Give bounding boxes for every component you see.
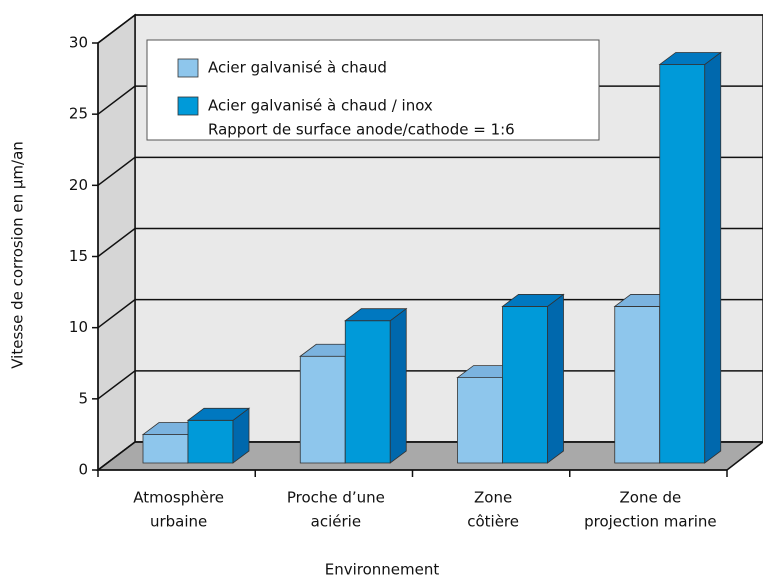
- bar-top: [344, 308, 408, 322]
- bar-front: [344, 320, 391, 464]
- y-tick-label: 30: [69, 34, 88, 52]
- legend-label: Acier galvanisé à chaud: [208, 59, 387, 77]
- y-axis-label: Vitesse de corrosion en µm/an: [9, 141, 27, 369]
- bar: [186, 407, 251, 464]
- grid-line: [97, 156, 763, 186]
- y-tick-label: 10: [69, 318, 88, 336]
- bar: [344, 307, 408, 464]
- bar-front: [187, 419, 234, 464]
- legend-swatch: [177, 58, 199, 78]
- legend-box: [146, 39, 600, 141]
- bar-front: [614, 306, 661, 464]
- legend-label: Acier galvanisé à chaud / inox: [208, 97, 433, 115]
- bar-top: [186, 407, 251, 421]
- x-tick-label: urbaine: [150, 513, 207, 531]
- grid-line: [97, 227, 763, 258]
- bar-top: [501, 294, 565, 307]
- bar-front: [299, 355, 346, 464]
- x-tick-label: projection marine: [584, 513, 717, 531]
- bar-front: [502, 306, 548, 464]
- bar-front: [457, 377, 503, 464]
- x-tick-label: Atmosphère: [133, 489, 224, 507]
- bar-side: [389, 307, 407, 464]
- bar: [501, 293, 565, 464]
- x-tick-label: aciérie: [311, 513, 361, 531]
- y-tick-label: 20: [69, 176, 88, 194]
- y-tick-label: 5: [78, 389, 88, 407]
- x-tick-label: côtière: [467, 513, 519, 531]
- x-tick-label: Zone de: [620, 489, 682, 507]
- y-tick-label: 15: [69, 247, 88, 265]
- legend-swatch: [177, 96, 199, 116]
- bar-front: [659, 64, 706, 464]
- bar-front: [142, 434, 189, 464]
- x-axis-label: Environnement: [325, 561, 440, 579]
- x-tick-label: Proche d’une: [287, 489, 385, 507]
- y-tick-label: 0: [78, 461, 88, 479]
- x-tick-label: Zone: [474, 489, 512, 507]
- legend-note: Rapport de surface anode/cathode = 1:6: [208, 121, 515, 139]
- bar-side: [704, 51, 722, 464]
- y-tick-label: 25: [69, 105, 88, 123]
- bar-side: [547, 293, 564, 464]
- grid-line: [97, 14, 763, 44]
- bar: [658, 51, 722, 464]
- bar-top: [658, 52, 722, 65]
